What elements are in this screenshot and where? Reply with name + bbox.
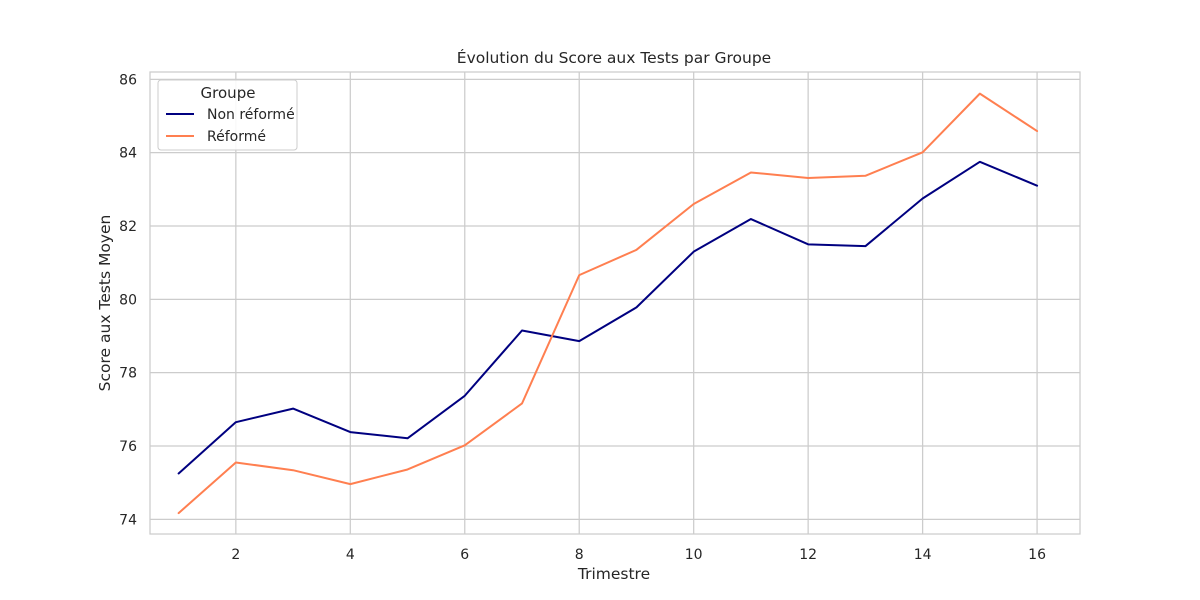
y-tick-label: 74 bbox=[119, 512, 137, 528]
x-tick-label: 14 bbox=[914, 547, 932, 563]
gridlines bbox=[150, 72, 1080, 534]
series-line-non-reforme bbox=[177, 160, 1039, 475]
y-axis-label: Score aux Tests Moyen bbox=[96, 215, 114, 392]
x-axis-ticks: 2 4 6 8 10 12 14 16 bbox=[231, 547, 1046, 563]
y-tick-label: 80 bbox=[119, 292, 137, 308]
legend-label-non-reforme: Non réformé bbox=[207, 107, 295, 123]
legend: Groupe Non réformé Réformé bbox=[157, 79, 298, 151]
y-tick-label: 76 bbox=[119, 439, 137, 455]
chart-title: Évolution du Score aux Tests par Groupe bbox=[457, 48, 771, 67]
y-tick-label: 82 bbox=[119, 219, 137, 235]
x-tick-label: 6 bbox=[460, 547, 469, 563]
plot-frame bbox=[149, 71, 1081, 535]
y-tick-label: 78 bbox=[119, 366, 137, 382]
x-tick-label: 2 bbox=[231, 547, 240, 563]
legend-label-reforme: Réformé bbox=[207, 129, 266, 145]
x-tick-label: 4 bbox=[346, 547, 355, 563]
x-axis-label: Trimestre bbox=[577, 565, 650, 583]
x-tick-label: 12 bbox=[799, 547, 817, 563]
x-tick-label: 16 bbox=[1028, 547, 1046, 563]
series-lines bbox=[177, 92, 1039, 515]
x-tick-label: 10 bbox=[685, 547, 703, 563]
series-line-reforme bbox=[177, 92, 1039, 515]
legend-title: Groupe bbox=[201, 84, 256, 102]
y-tick-label: 84 bbox=[119, 146, 137, 162]
x-tick-label: 8 bbox=[575, 547, 584, 563]
y-tick-label: 86 bbox=[119, 72, 137, 88]
y-axis-ticks: 74 76 78 80 82 84 86 bbox=[119, 72, 137, 528]
legend-box bbox=[157, 79, 298, 151]
